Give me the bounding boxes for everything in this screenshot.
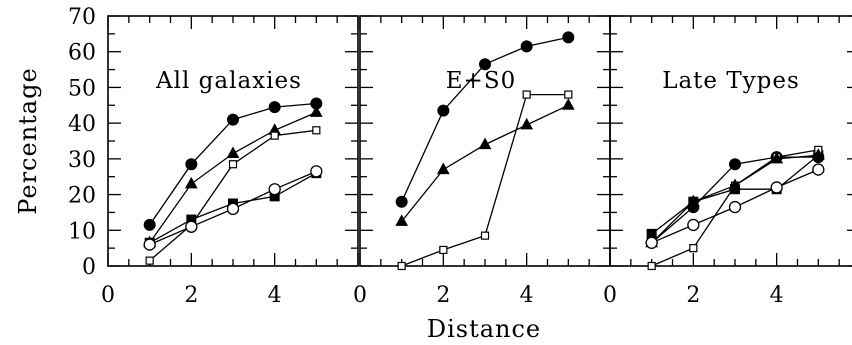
series-open-circle — [645, 163, 825, 249]
data-point — [268, 183, 281, 196]
series-filled-triangle — [395, 98, 575, 226]
data-point — [645, 236, 658, 249]
data-point — [436, 162, 450, 175]
data-point — [520, 117, 534, 130]
data-point — [310, 165, 323, 178]
data-point — [687, 218, 700, 232]
data-point — [439, 245, 448, 255]
data-point — [812, 163, 825, 176]
panel-3: 0 2 4 Late Types — [603, 15, 852, 308]
data-point — [309, 105, 323, 117]
data-point — [395, 195, 408, 208]
y-tick-label: 40 — [68, 112, 96, 137]
data-point — [480, 231, 490, 240]
panel-title: All galaxies — [155, 68, 302, 94]
data-point — [561, 98, 575, 110]
x-tick-label: 2 — [686, 283, 700, 308]
series-open-square — [397, 90, 573, 271]
data-point — [397, 261, 406, 271]
y-tick-label: 70 — [68, 5, 96, 30]
data-point — [811, 148, 825, 160]
data-point — [728, 178, 742, 191]
data-point — [770, 151, 784, 164]
data-point — [479, 58, 491, 71]
data-point — [686, 194, 700, 207]
x-axis-title: Distance — [427, 315, 541, 343]
series-filled-triangle — [645, 148, 825, 248]
y-tick-label: 10 — [68, 219, 96, 244]
x-tick-label: 2 — [436, 283, 450, 308]
x-tick-label: 0 — [603, 283, 617, 308]
data-point — [185, 220, 198, 233]
x-tick-label: 4 — [770, 283, 784, 308]
series-line — [401, 104, 569, 222]
series-line — [401, 93, 569, 267]
data-point — [226, 146, 240, 158]
y-axis-title: Percentage — [14, 67, 42, 214]
data-point — [770, 181, 783, 194]
data-point — [143, 238, 156, 251]
data-point — [143, 218, 156, 231]
y-tick-label: 50 — [68, 76, 96, 101]
data-point — [228, 160, 238, 169]
y-tick-label: 60 — [68, 41, 96, 66]
data-point — [437, 104, 450, 117]
series-line — [149, 111, 317, 244]
data-point — [270, 131, 279, 140]
data-point — [522, 90, 531, 99]
panel-frame — [609, 15, 852, 267]
data-point — [185, 158, 198, 171]
series-filled-circle — [395, 31, 575, 208]
data-point — [647, 261, 656, 271]
data-point — [184, 176, 198, 189]
panel-title: Late Types — [662, 68, 800, 94]
data-point — [564, 90, 573, 99]
data-point — [395, 214, 409, 226]
data-point — [312, 126, 321, 135]
series-filled-triangle — [143, 105, 323, 248]
y-tick-label: 0 — [82, 255, 96, 280]
panel-title: E+S0 — [446, 68, 516, 94]
data-point — [729, 158, 741, 171]
x-tick-label: 4 — [268, 283, 282, 308]
x-tick-label: 4 — [520, 283, 534, 308]
data-point — [562, 31, 575, 44]
series-open-circle — [143, 165, 323, 251]
data-point — [520, 40, 533, 53]
x-tick-label: 0 — [353, 283, 367, 308]
y-tick-label: 20 — [68, 184, 96, 209]
data-point — [478, 137, 492, 150]
panel-2: 0 2 4 E+S0 — [353, 15, 611, 308]
data-point — [689, 244, 698, 253]
y-tick-label: 30 — [68, 148, 96, 173]
data-point — [268, 101, 281, 114]
data-point — [226, 202, 240, 216]
data-point — [145, 256, 154, 265]
series-filled-circle — [143, 97, 323, 231]
data-point — [227, 113, 239, 126]
x-tick-label: 0 — [101, 283, 115, 308]
data-point — [728, 200, 742, 214]
x-tick-label: 2 — [184, 283, 198, 308]
